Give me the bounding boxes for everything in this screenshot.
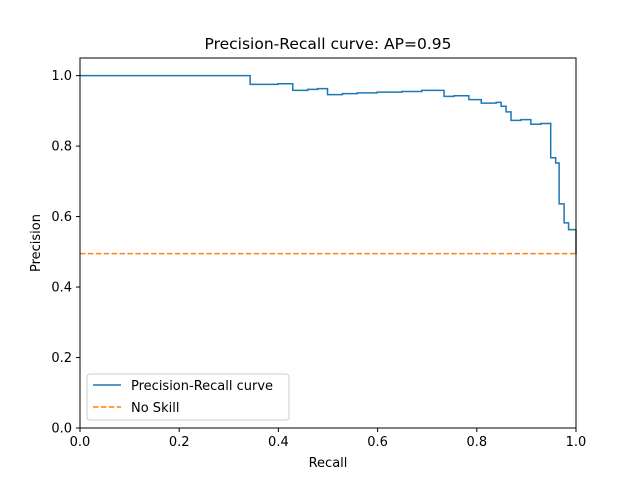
chart-title: Precision-Recall curve: AP=0.95 bbox=[205, 35, 452, 53]
y-axis-ticks: 0.0 0.2 0.4 0.6 0.8 1.0 bbox=[51, 69, 80, 437]
legend-box bbox=[86, 373, 290, 421]
y-tick-label: 1.0 bbox=[51, 69, 72, 84]
y-tick-label: 0.6 bbox=[51, 210, 72, 225]
x-tick-label: 0.8 bbox=[466, 435, 487, 450]
x-axis-label: Recall bbox=[309, 456, 348, 471]
plot-area bbox=[80, 58, 576, 428]
y-axis-label: Precision bbox=[29, 214, 44, 272]
x-axis-ticks: 0.0 0.2 0.4 0.6 0.8 1.0 bbox=[70, 428, 587, 450]
y-tick-label: 0.4 bbox=[51, 281, 72, 296]
x-tick-label: 1.0 bbox=[566, 435, 587, 450]
legend-label-pr-curve: Precision-Recall curve bbox=[131, 379, 273, 394]
y-tick-label: 0.0 bbox=[51, 422, 72, 437]
legend-label-no-skill: No Skill bbox=[131, 401, 179, 416]
plot-background bbox=[80, 58, 576, 428]
axes-frame bbox=[79, 57, 577, 429]
y-tick-label: 0.8 bbox=[51, 140, 72, 155]
x-tick-label: 0.0 bbox=[70, 435, 91, 450]
x-tick-label: 0.6 bbox=[367, 435, 388, 450]
series-line-precision-recall-curve bbox=[79, 74, 577, 255]
legend: Precision-Recall curve No Skill bbox=[86, 373, 290, 421]
x-tick-label: 0.2 bbox=[169, 435, 190, 450]
series-layer bbox=[79, 74, 577, 255]
y-tick-label: 0.2 bbox=[51, 351, 72, 366]
x-tick-label: 0.4 bbox=[268, 435, 289, 450]
